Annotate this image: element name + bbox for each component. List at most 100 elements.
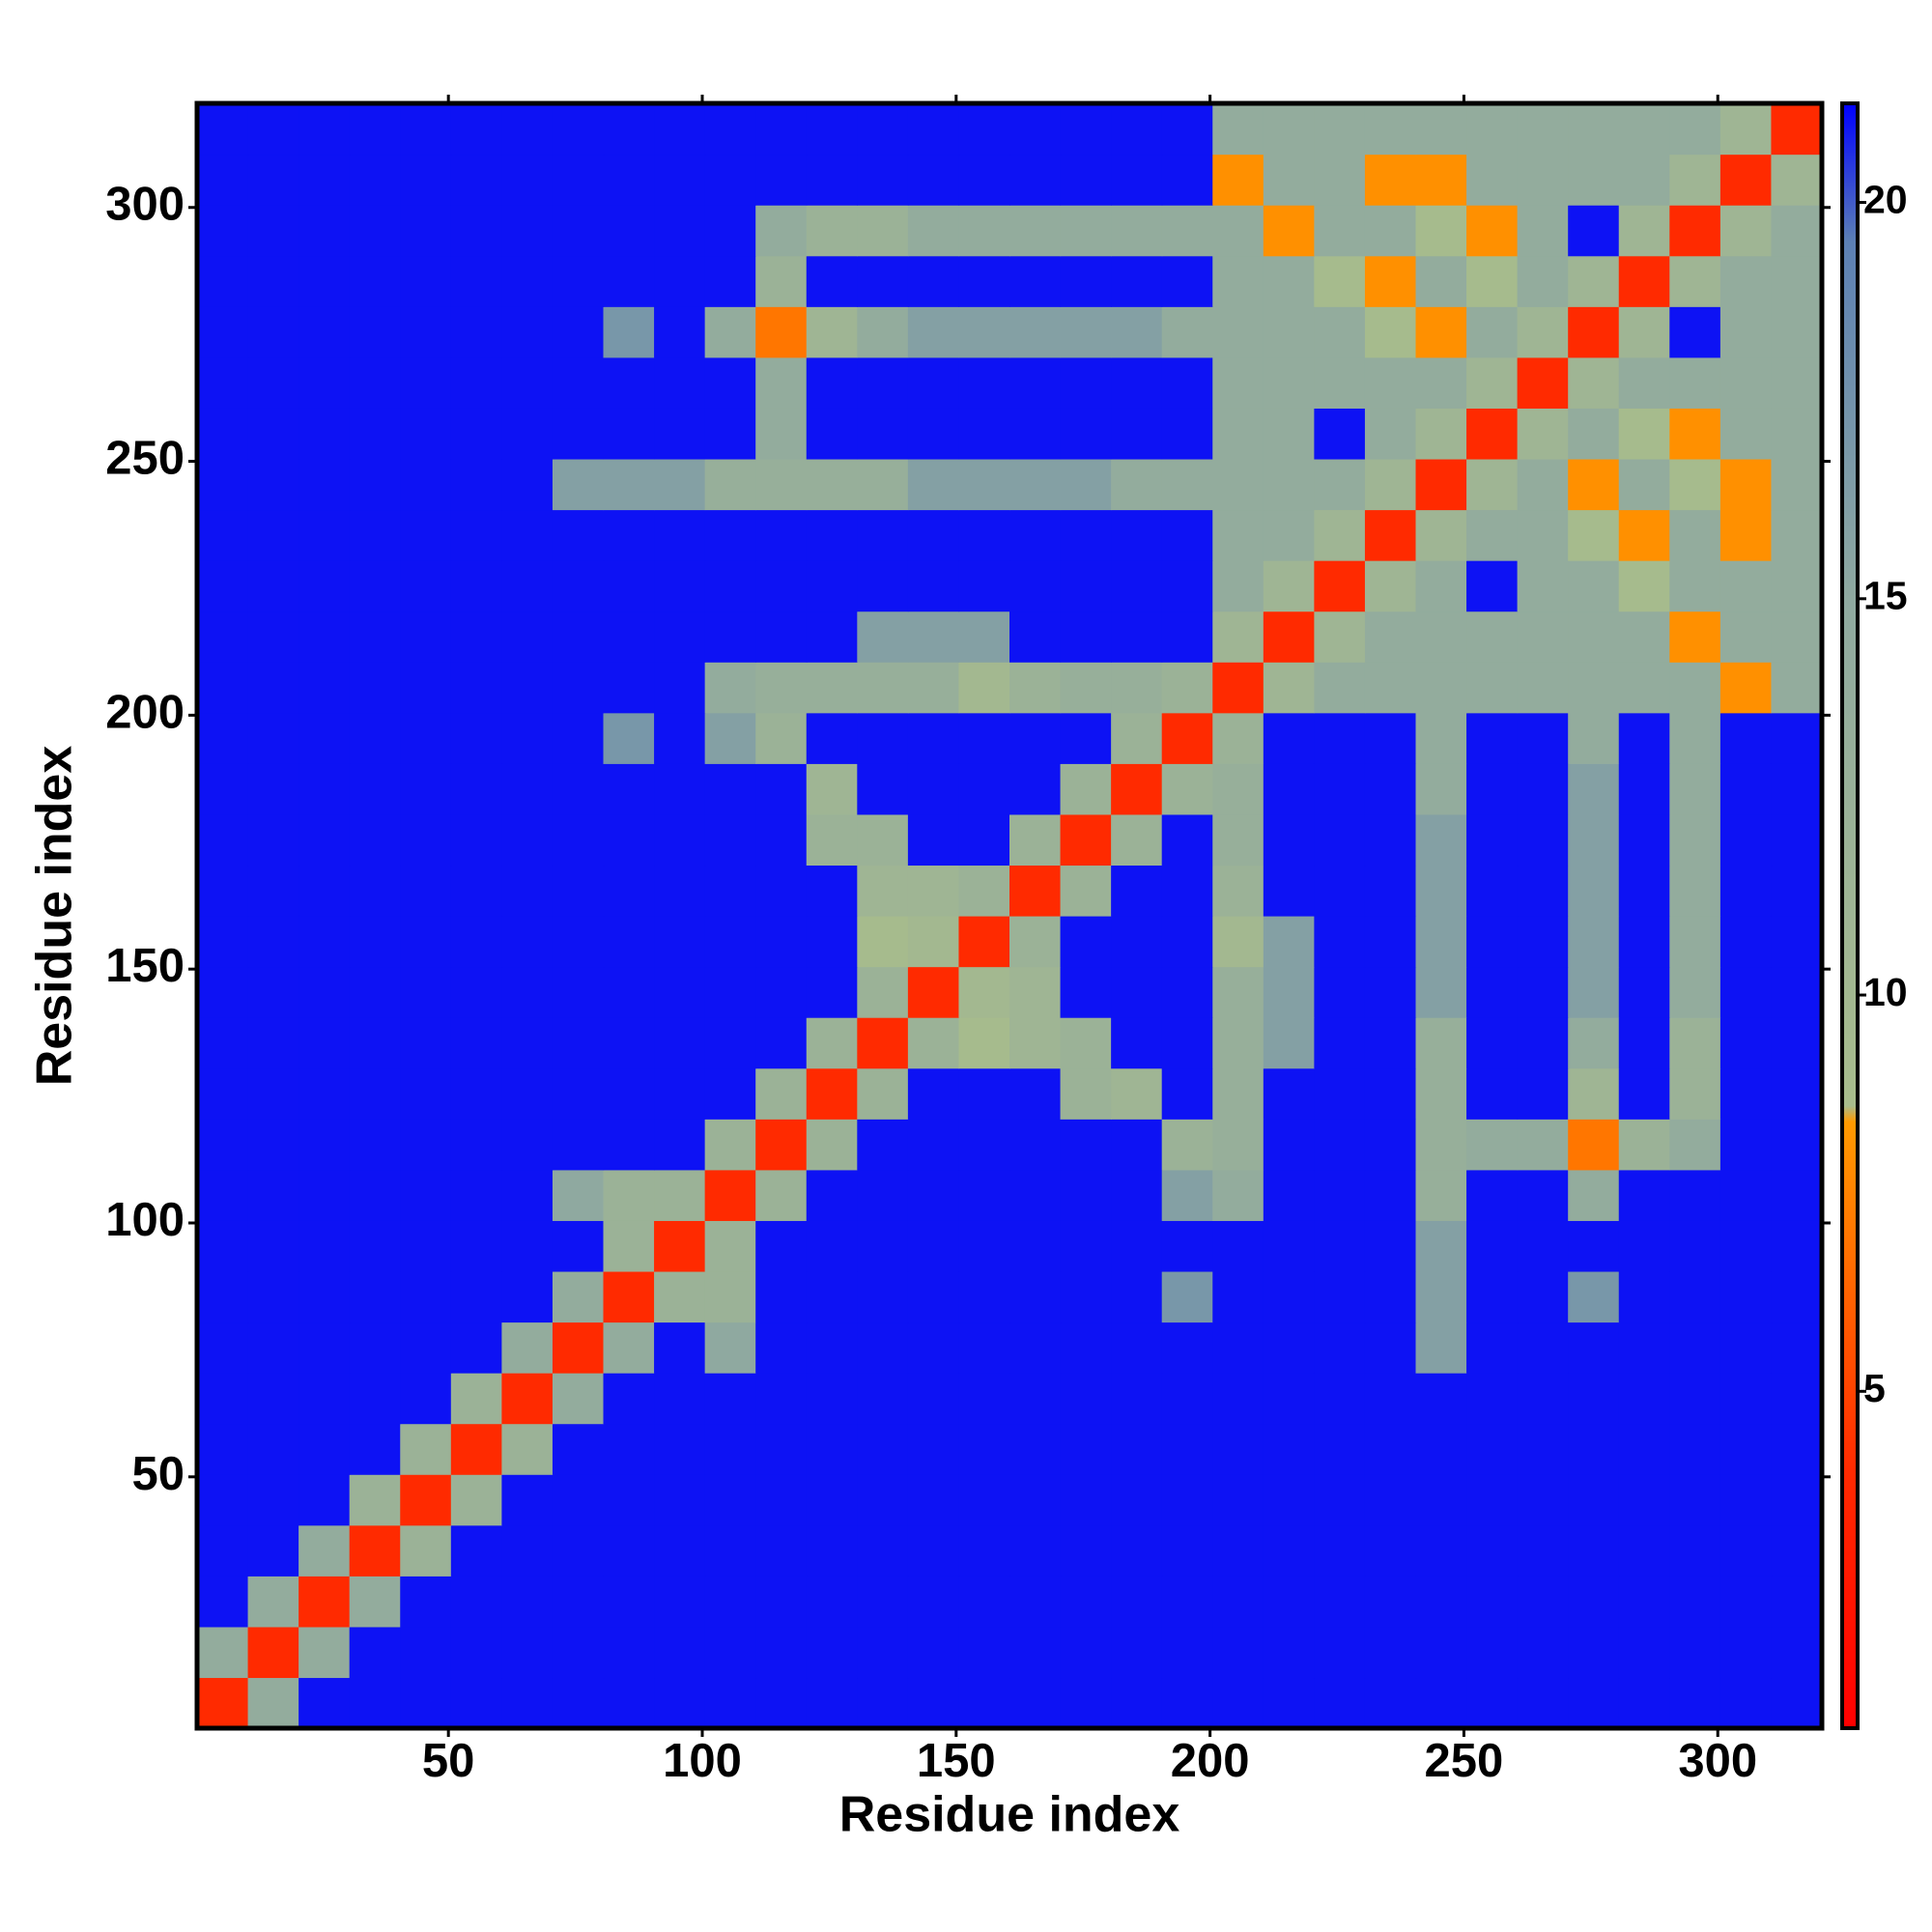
heatmap-cell: [857, 865, 909, 917]
heatmap-cell: [1111, 763, 1163, 815]
heatmap-cell: [1161, 306, 1213, 358]
heatmap-cell: [1466, 1169, 1519, 1221]
heatmap-cell: [1009, 966, 1062, 1018]
heatmap-cell: [1618, 1270, 1670, 1323]
heatmap-cell: [1111, 1270, 1163, 1323]
heatmap-cell: [450, 1373, 502, 1425]
heatmap-cell: [1771, 1677, 1823, 1729]
heatmap-cell: [552, 1626, 605, 1679]
heatmap-cell: [247, 1270, 299, 1323]
heatmap-cell: [806, 1270, 858, 1323]
heatmap-cell: [1263, 1169, 1315, 1221]
heatmap-cell: [806, 356, 858, 409]
heatmap-cell: [1466, 1017, 1519, 1069]
heatmap-cell: [247, 356, 299, 409]
colorbar: [1840, 101, 1860, 1730]
heatmap-cell: [1314, 560, 1366, 612]
heatmap-cell: [857, 1677, 909, 1729]
heatmap-cell: [1517, 1373, 1569, 1425]
heatmap-cell: [450, 763, 502, 815]
heatmap-cell: [1364, 1067, 1417, 1120]
heatmap-cell: [501, 509, 554, 561]
heatmap-cell: [806, 458, 858, 511]
heatmap-cell: [197, 205, 249, 257]
heatmap-cell: [1415, 306, 1467, 358]
heatmap-cell: [1111, 509, 1163, 561]
heatmap-cell: [400, 611, 452, 663]
heatmap-cell: [1771, 763, 1823, 815]
heatmap-cell: [1771, 1321, 1823, 1374]
heatmap-cell: [654, 712, 706, 764]
heatmap-cell: [1009, 560, 1062, 612]
heatmap-cell: [1517, 1524, 1569, 1577]
heatmap-cell: [1719, 1017, 1773, 1069]
heatmap-cell: [1212, 813, 1264, 867]
heatmap-cell: [501, 1524, 554, 1577]
heatmap-cell: [1161, 712, 1213, 764]
heatmap-cell: [1111, 154, 1163, 206]
heatmap-cell: [1263, 611, 1315, 663]
heatmap-cell: [857, 1321, 909, 1374]
heatmap-cell: [857, 509, 909, 561]
heatmap-cell: [400, 763, 452, 815]
heatmap-cell: [1364, 1373, 1417, 1425]
heatmap-cell: [1415, 1220, 1467, 1272]
heatmap-cell: [1466, 763, 1519, 815]
heatmap-cell: [1669, 458, 1721, 511]
heatmap-cell: [806, 1423, 858, 1475]
heatmap-cell: [298, 205, 351, 257]
heatmap-cell: [1314, 813, 1366, 867]
heatmap-cell: [1568, 865, 1620, 917]
heatmap-cell: [1009, 1017, 1062, 1069]
heatmap-cell: [1009, 916, 1062, 968]
heatmap-cell: [806, 662, 858, 714]
heatmap-cell: [1669, 1270, 1721, 1323]
heatmap-cell: [806, 966, 858, 1018]
heatmap-cell: [400, 306, 452, 358]
heatmap-cell: [958, 1119, 1010, 1171]
heatmap-cell: [1364, 1270, 1417, 1323]
heatmap-cell: [1212, 611, 1264, 663]
heatmap-cell: [1568, 1524, 1620, 1577]
heatmap-cell: [1517, 408, 1569, 460]
heatmap-cell: [552, 1677, 605, 1729]
heatmap-cell: [857, 1067, 909, 1120]
heatmap-cell: [1568, 408, 1620, 460]
heatmap-cell: [1263, 356, 1315, 409]
heatmap-cell: [755, 1423, 808, 1475]
heatmap-cell: [1415, 205, 1467, 257]
heatmap-cell: [1009, 103, 1062, 156]
heatmap-cell: [400, 154, 452, 206]
heatmap-cell: [197, 103, 249, 156]
heatmap-cell: [1415, 813, 1467, 867]
heatmap-cell: [1618, 306, 1670, 358]
heatmap-cell: [603, 1423, 655, 1475]
heatmap-cell: [857, 1169, 909, 1221]
heatmap-cell: [1161, 1169, 1213, 1221]
heatmap-cell: [1719, 458, 1773, 511]
heatmap-cell: [1314, 154, 1366, 206]
heatmap-cell: [806, 813, 858, 867]
y-tick-label: 200: [105, 686, 185, 738]
heatmap-cell: [1568, 154, 1620, 206]
heatmap-cell: [1060, 1474, 1112, 1526]
heatmap-cell: [857, 205, 909, 257]
heatmap-cell: [806, 1373, 858, 1425]
heatmap-cell: [857, 1017, 909, 1069]
heatmap-cell: [907, 611, 960, 663]
heatmap-cell: [1060, 662, 1112, 714]
heatmap-cell: [755, 103, 808, 156]
heatmap-cell: [1314, 712, 1366, 764]
heatmap-cell: [1517, 306, 1569, 358]
heatmap-cell: [450, 458, 502, 511]
heatmap-cell: [857, 966, 909, 1018]
heatmap-cell: [1212, 1220, 1264, 1272]
heatmap-cell: [857, 458, 909, 511]
heatmap-cell: [501, 458, 554, 511]
heatmap-cell: [1263, 662, 1315, 714]
heatmap-cell: [857, 611, 909, 663]
heatmap-cell: [603, 865, 655, 917]
heatmap-cell: [1618, 1119, 1670, 1171]
heatmap-cell: [552, 1067, 605, 1120]
heatmap-cell: [1719, 966, 1773, 1018]
